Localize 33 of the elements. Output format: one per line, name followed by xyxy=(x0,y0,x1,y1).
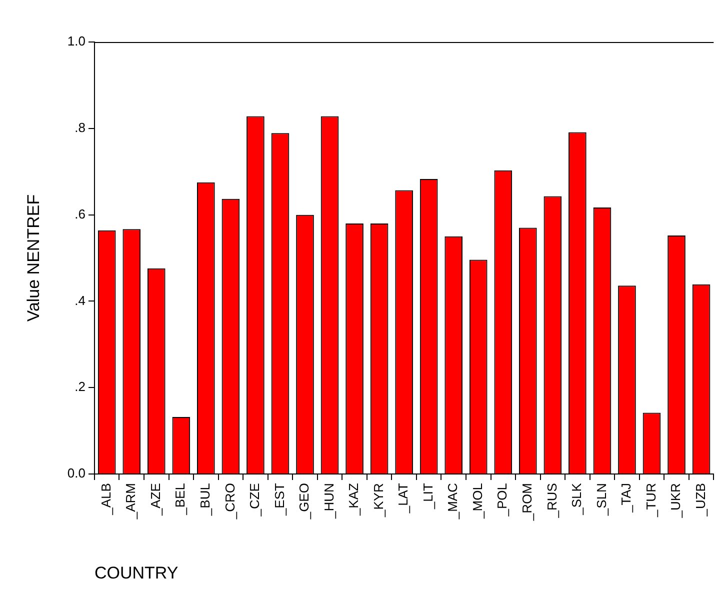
x-tick-label: _LIT xyxy=(420,482,436,510)
y-axis-title: Value NENTREF xyxy=(24,194,43,322)
x-tick-label: _CRO xyxy=(222,483,238,520)
x-tick-label: _UZB xyxy=(692,483,708,518)
x-tick-label: _BEL xyxy=(172,483,188,516)
y-tick-label: .6 xyxy=(74,206,86,222)
x-tick-label: _SLK xyxy=(569,482,584,516)
y-tick-label: 1.0 xyxy=(67,34,86,49)
x-tick-label: _SLN xyxy=(594,483,609,517)
x-tick-label: _AZE xyxy=(148,482,163,517)
x-tick-label: _POL xyxy=(494,483,510,518)
x-tick-label: _GEO xyxy=(296,483,312,520)
x-tick-label: _MOL xyxy=(470,483,485,520)
x-tick-label: _CZE xyxy=(247,482,262,518)
x-tick-label: _TAJ xyxy=(618,483,634,514)
x-tick-label: _BUL xyxy=(198,483,213,517)
x-axis-title: COUNTRY xyxy=(94,563,178,582)
x-tick-label: _MAC xyxy=(445,483,460,520)
x-tick-label: _HUN xyxy=(321,483,336,520)
x-tick-label: _TUR xyxy=(643,483,658,518)
x-tick-label: _UKR xyxy=(668,483,684,519)
y-tick-label: .2 xyxy=(74,379,86,394)
x-tick-label: _KAZ xyxy=(346,482,362,517)
x-tick-label: _KYR xyxy=(370,483,386,518)
x-tick-label: _RUS xyxy=(544,482,560,519)
x-tick-label: _ARM xyxy=(123,483,138,520)
y-tick-label: .4 xyxy=(74,292,86,308)
x-tick-label: _EST xyxy=(272,482,287,517)
x-tick-label: _LAT xyxy=(396,482,411,514)
x-tick-label: _ROM xyxy=(519,483,534,522)
y-tick-label: 0.0 xyxy=(67,466,86,481)
y-tick-label: .8 xyxy=(74,120,86,135)
x-tick-label: _ALB xyxy=(98,483,114,516)
